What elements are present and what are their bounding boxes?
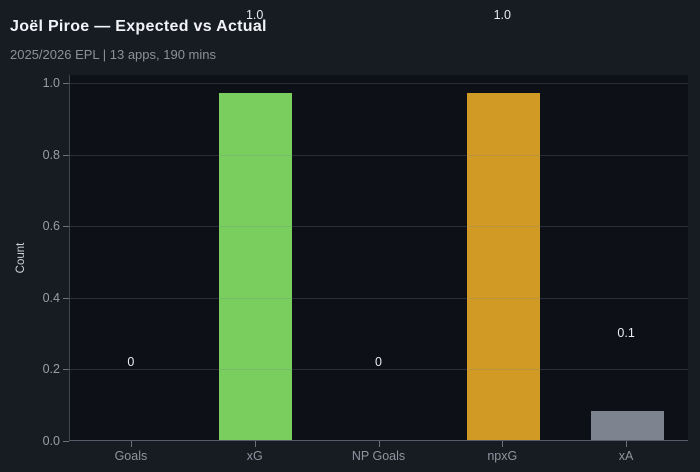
y-tick-label-0.0: 0.0 (42, 434, 60, 448)
gridline-y-0.2 (70, 369, 688, 371)
y-tick-label-1.0: 1.0 (42, 76, 60, 90)
plot-area (69, 75, 688, 441)
chart-title: Joël Piroe — Expected vs Actual (10, 18, 267, 35)
x-tick-label-xg: xG (246, 449, 263, 463)
bar-npxg (466, 93, 540, 440)
y-axis-label: Count (15, 242, 27, 274)
gridline-y-1.0 (70, 83, 688, 84)
x-tick-mark (379, 441, 380, 447)
value-label-npxg: 1.0 (493, 7, 511, 22)
value-label-goals: 0 (127, 355, 135, 369)
value-label-xg: 1.0 (245, 7, 264, 22)
chart-subtitle: 2025/2026 EPL | 13 apps, 190 mins (10, 47, 216, 62)
x-tick-label-xa: xA (618, 449, 634, 463)
y-tick-mark (63, 83, 69, 84)
bar-xg (219, 93, 293, 440)
x-tick-label-np-goals: NP Goals (351, 449, 406, 463)
y-tick-mark (63, 155, 69, 156)
y-tick-mark (63, 441, 69, 442)
x-tick-label-npxg: npxG (487, 449, 518, 463)
y-tick-label-0.8: 0.8 (42, 147, 60, 162)
y-tick-label-0.6: 0.6 (42, 219, 60, 234)
x-tick-mark (626, 441, 627, 447)
y-tick-label-0.4: 0.4 (42, 290, 60, 305)
gridline-y-0.8 (70, 154, 688, 156)
gridline-y-0.6 (70, 226, 688, 228)
x-tick-mark (255, 441, 256, 447)
x-tick-label-goals: Goals (114, 449, 148, 463)
gridline-y-0.4 (70, 297, 688, 299)
value-label-xa: 0.1 (617, 326, 635, 341)
y-tick-mark (63, 369, 69, 370)
value-label-np-goals: 0 (375, 355, 382, 369)
bar-xa (590, 411, 664, 440)
y-tick-mark (63, 226, 69, 227)
x-tick-mark (131, 441, 132, 447)
y-tick-label-0.2: 0.2 (42, 362, 60, 377)
x-tick-mark (502, 441, 503, 447)
y-tick-mark (63, 298, 69, 299)
